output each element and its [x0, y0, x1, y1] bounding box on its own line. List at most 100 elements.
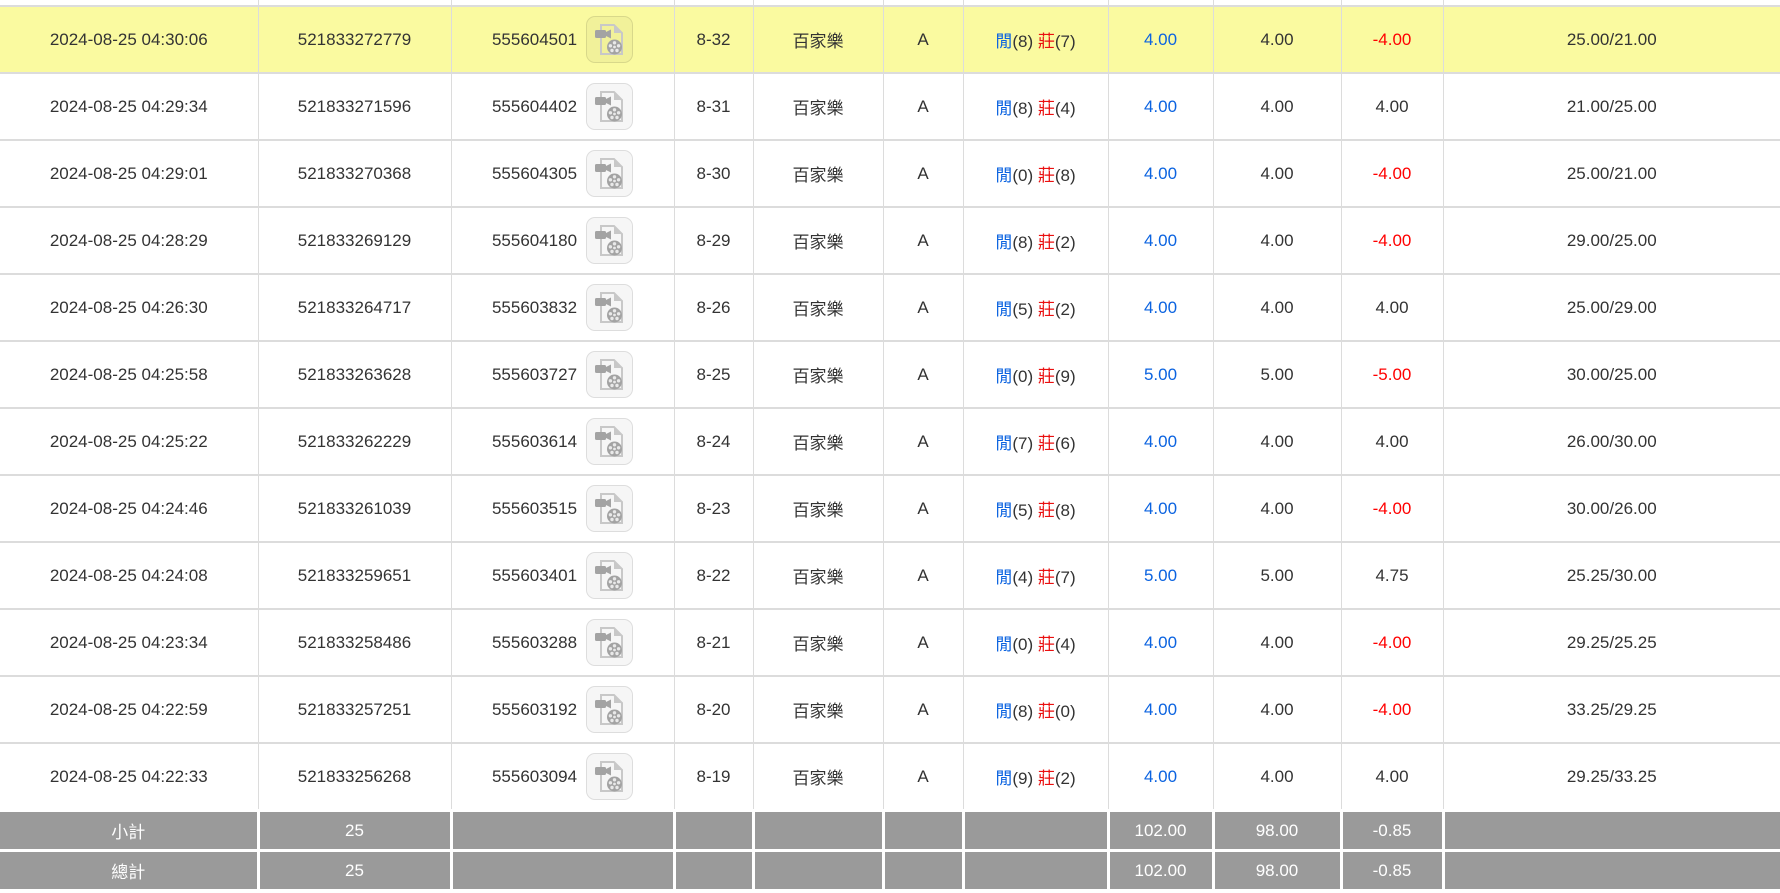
- result-cell: 閒(8) 莊(0): [962, 675, 1109, 744]
- video-replay-button[interactable]: [586, 619, 634, 666]
- round-id-wrap: 555603614: [452, 418, 673, 465]
- balance-cell: 25.25/30.00: [1442, 541, 1780, 610]
- video-replay-button[interactable]: [586, 418, 634, 465]
- table-code-cell: A: [882, 541, 964, 610]
- summary-count-cell: 25: [256, 849, 453, 889]
- result-cell: 閒(0) 莊(4): [962, 608, 1109, 677]
- banker-label: 莊: [1037, 434, 1055, 453]
- table-row[interactable]: 2024-08-25 04:29:34 521833271596 555604402…: [0, 72, 1780, 141]
- table-row[interactable]: 2024-08-25 04:24:46 521833261039 555603515…: [0, 474, 1780, 543]
- banker-label: 莊: [1037, 99, 1055, 118]
- player-score: (0): [1012, 635, 1038, 654]
- round-id-text: 555603401: [491, 565, 578, 585]
- round-id-wrap: 555603515: [452, 485, 673, 532]
- result-cell: 閒(5) 莊(2): [962, 273, 1109, 342]
- bet-id-cell: 521833272779: [257, 5, 452, 74]
- banker-label: 莊: [1037, 166, 1055, 185]
- win-loss-cell: -4.00: [1340, 206, 1444, 275]
- player-label: 閒: [995, 434, 1013, 453]
- round-id-wrap: 555603192: [452, 686, 673, 733]
- balance-cell: 33.25/29.25: [1442, 675, 1780, 744]
- grand-total-row: 總計 25 102.00 98.00 -0.85: [0, 849, 1780, 889]
- table-code-cell: A: [882, 407, 964, 476]
- win-loss-cell: 4.75: [1340, 541, 1444, 610]
- table-row[interactable]: 2024-08-25 04:29:01 521833270368 555604305…: [0, 139, 1780, 208]
- player-label: 閒: [995, 233, 1013, 252]
- bet-id-cell: 521833270368: [257, 139, 452, 208]
- balance-cell: 21.00/25.00: [1442, 72, 1780, 141]
- bet-time-cell: 2024-08-25 04:29:34: [0, 72, 259, 141]
- banker-score: (4): [1054, 635, 1076, 654]
- video-replay-button[interactable]: [586, 552, 634, 599]
- bet-amount-cell: 4.00: [1107, 675, 1214, 744]
- video-replay-button[interactable]: [586, 83, 634, 130]
- banker-score: (2): [1054, 769, 1076, 788]
- bet-amount-cell: 4.00: [1107, 206, 1214, 275]
- video-replay-button[interactable]: [586, 753, 634, 800]
- valid-amount-cell: 4.00: [1212, 742, 1342, 812]
- table-row[interactable]: 2024-08-25 04:25:22 521833262229 555603614…: [0, 407, 1780, 476]
- table-round-cell: 8-25: [673, 340, 754, 409]
- round-id-cell: 555603401: [450, 541, 675, 610]
- game-name-cell: 百家樂: [752, 72, 884, 141]
- summary-label-cell: 總計: [0, 849, 260, 889]
- summary-label-cell: 小計: [0, 809, 260, 852]
- round-id-cell: 555604402: [450, 72, 675, 141]
- player-score: (5): [1012, 501, 1038, 520]
- banker-label: 莊: [1037, 300, 1055, 319]
- bet-id-cell: 521833257251: [257, 675, 452, 744]
- bet-id-cell: 521833263628: [257, 340, 452, 409]
- video-file-icon: [595, 157, 624, 190]
- banker-label: 莊: [1037, 501, 1055, 520]
- video-replay-button[interactable]: [586, 351, 634, 398]
- player-label: 閒: [995, 32, 1013, 51]
- result-cell: 閒(8) 莊(4): [962, 72, 1109, 141]
- bet-id-cell: 521833262229: [257, 407, 452, 476]
- table-row[interactable]: 2024-08-25 04:22:33 521833256268 555603094…: [0, 742, 1780, 812]
- result-cell: 閒(9) 莊(2): [962, 742, 1109, 812]
- video-replay-button[interactable]: [586, 686, 634, 733]
- table-row[interactable]: 2024-08-25 04:25:58 521833263628 555603727…: [0, 340, 1780, 409]
- summary-count-cell: 25: [256, 809, 453, 852]
- game-name-cell: 百家樂: [752, 675, 884, 744]
- table-row[interactable]: 2024-08-25 04:28:29 521833269129 555604180…: [0, 206, 1780, 275]
- result-cell: 閒(8) 莊(7): [962, 5, 1109, 74]
- table-round-cell: 8-22: [673, 541, 754, 610]
- win-loss-cell: -4.00: [1340, 474, 1444, 543]
- table-row[interactable]: 2024-08-25 04:26:30 521833264717 555603832…: [0, 273, 1780, 342]
- video-replay-button[interactable]: [586, 16, 634, 63]
- table-round-cell: 8-30: [673, 139, 754, 208]
- round-id-text: 555604305: [491, 163, 578, 183]
- video-replay-button[interactable]: [586, 485, 634, 532]
- game-name-cell: 百家樂: [752, 206, 884, 275]
- summary-valid-total-cell: 98.00: [1211, 849, 1343, 889]
- round-id-cell: 555603614: [450, 407, 675, 476]
- video-replay-button[interactable]: [586, 217, 634, 264]
- game-name-cell: 百家樂: [752, 139, 884, 208]
- result-cell: 閒(5) 莊(8): [962, 474, 1109, 543]
- table-row[interactable]: 2024-08-25 04:22:59 521833257251 555603192…: [0, 675, 1780, 744]
- table-round-cell: 8-19: [673, 742, 754, 812]
- bet-amount-cell: 4.00: [1107, 273, 1214, 342]
- summary-empty-cell: [751, 849, 885, 889]
- table-row[interactable]: 2024-08-25 04:23:34 521833258486 555603288…: [0, 608, 1780, 677]
- round-id-text: 555603515: [491, 498, 578, 518]
- table-round-cell: 8-29: [673, 206, 754, 275]
- round-id-cell: 555603515: [450, 474, 675, 543]
- bet-amount-cell: 4.00: [1107, 608, 1214, 677]
- video-replay-button[interactable]: [586, 284, 634, 331]
- table-code-cell: A: [882, 139, 964, 208]
- table-row-selected[interactable]: 2024-08-25 04:30:06 521833272779 555604501…: [0, 5, 1780, 74]
- player-score: (0): [1012, 166, 1038, 185]
- summary-empty-cell: [881, 849, 965, 889]
- table-row[interactable]: 2024-08-25 04:24:08 521833259651 555603401…: [0, 541, 1780, 610]
- video-replay-button[interactable]: [586, 150, 634, 197]
- table-code-cell: A: [882, 206, 964, 275]
- valid-amount-cell: 4.00: [1212, 5, 1342, 74]
- result-cell: 閒(8) 莊(2): [962, 206, 1109, 275]
- video-file-icon: [595, 224, 624, 257]
- player-score: (7): [1012, 434, 1038, 453]
- valid-amount-cell: 4.00: [1212, 273, 1342, 342]
- bet-id-cell: 521833269129: [257, 206, 452, 275]
- banker-label: 莊: [1037, 702, 1055, 721]
